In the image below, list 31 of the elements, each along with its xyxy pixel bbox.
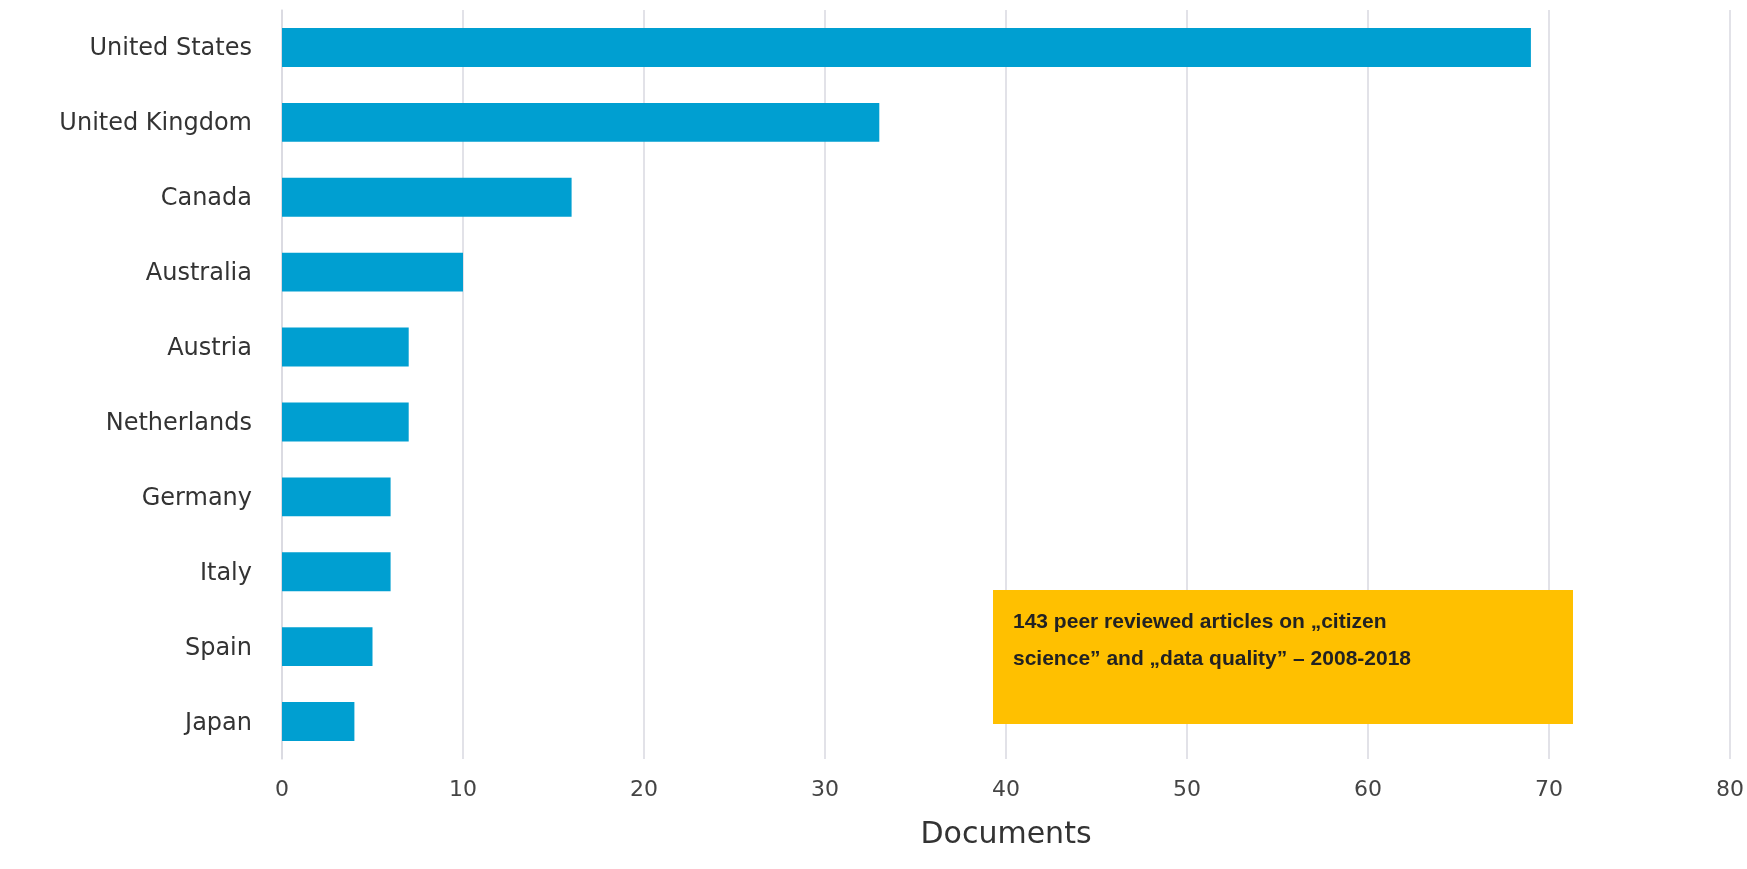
x-tick-label: 50	[1173, 775, 1201, 801]
y-tick-label: Italy	[199, 557, 252, 586]
bar	[282, 477, 391, 517]
y-tick-label: Germany	[141, 482, 252, 511]
y-tick-label: Australia	[145, 258, 252, 287]
y-tick-label: Austria	[167, 333, 252, 362]
x-tick-label: 0	[275, 775, 289, 801]
y-tick-label: United States	[89, 33, 252, 62]
y-tick-label: Japan	[183, 707, 252, 736]
x-tick-label: 40	[992, 775, 1020, 801]
bar	[282, 177, 572, 217]
bar	[282, 702, 355, 742]
bar	[282, 252, 463, 292]
x-tick-label: 80	[1716, 775, 1744, 801]
bar	[282, 327, 409, 367]
y-tick-label: Spain	[184, 632, 252, 661]
bar	[282, 627, 373, 667]
bar	[282, 402, 409, 442]
bar	[282, 552, 391, 592]
bar	[282, 27, 1531, 67]
x-tick-label: 70	[1535, 775, 1563, 801]
y-tick-label: Netherlands	[105, 407, 252, 436]
x-tick-label: 10	[449, 775, 477, 801]
y-tick-label: United Kingdom	[59, 108, 252, 137]
y-tick-label: Canada	[160, 183, 252, 212]
x-tick-label: 20	[630, 775, 658, 801]
bar	[282, 102, 880, 142]
x-tick-label: 60	[1354, 775, 1382, 801]
x-axis-title: Documents	[920, 814, 1092, 850]
annotation: 143 peer reviewed articles on „citizen science” and „data quality” – 2008-2018	[1013, 608, 1413, 671]
x-tick-label: 30	[811, 775, 839, 801]
